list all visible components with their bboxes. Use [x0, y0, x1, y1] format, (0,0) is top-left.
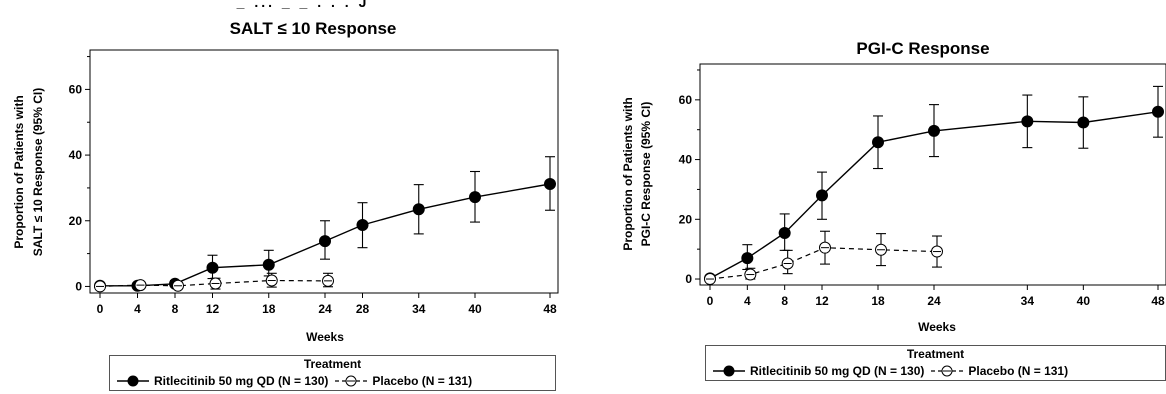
data-point: [816, 189, 828, 202]
y-axis-label-line2: SALT ≤ 10 Response (95% CI): [31, 88, 45, 256]
legend-marker-ritlecitinib: [713, 365, 745, 377]
data-point: [1021, 115, 1034, 128]
legend-salt: Treatment Ritlecitinib 50 mg QD (N = 130…: [109, 355, 556, 391]
data-point: [412, 203, 425, 216]
x-tick-label: 18: [262, 302, 276, 316]
legend-entries: Ritlecitinib 50 mg QD (N = 130) Placebo …: [712, 363, 1161, 379]
y-tick-label: 40: [69, 148, 83, 162]
legend-label-placebo: Placebo (N = 131): [968, 364, 1069, 378]
legend-label-ritlecitinib: Ritlecitinib 50 mg QD (N = 130): [154, 374, 329, 388]
x-tick-label: 28: [356, 302, 370, 316]
x-tick-label: 4: [744, 294, 751, 308]
data-point: [356, 219, 369, 232]
series-line: [709, 247, 938, 280]
legend-marker-placebo: [335, 375, 368, 387]
data-point: [741, 252, 754, 265]
y-tick-label: 0: [685, 272, 692, 286]
legend-title: Treatment: [303, 357, 362, 371]
chart-title: SALT ≤ 10 Response: [230, 19, 397, 38]
data-point: [1077, 116, 1090, 129]
plot-frame: [699, 63, 1166, 286]
y-axis-label-line2: PGI-C Response (95% CI): [639, 102, 653, 247]
x-tick-label: 12: [815, 294, 829, 308]
data-point: [319, 235, 331, 248]
legend-marker-ritlecitinib: [117, 375, 149, 387]
data-point: [206, 261, 219, 274]
data-point: [928, 124, 940, 137]
series-placebo: [94, 272, 334, 293]
x-tick-label: 4: [134, 302, 141, 316]
legend-label-ritlecitinib: Ritlecitinib 50 mg QD (N = 130): [750, 364, 925, 378]
x-tick-label: 40: [468, 302, 482, 316]
chart-title: PGI-C Response: [856, 39, 989, 58]
data-point: [1152, 105, 1164, 118]
x-tick-label: 24: [318, 302, 332, 316]
x-tick-label: 8: [781, 294, 788, 308]
y-tick-label: 0: [75, 279, 82, 293]
series-line: [99, 279, 329, 287]
series-ritlecitinib: [704, 85, 1164, 285]
x-axis-label: Weeks: [918, 320, 956, 334]
series-ritlecitinib: [94, 156, 556, 292]
y-axis-label-line1: Proportion of Patients with: [12, 95, 26, 248]
x-tick-label: 18: [871, 294, 885, 308]
series-placebo: [704, 230, 943, 286]
data-point: [262, 258, 275, 271]
y-axis-label-line1: Proportion of Patients with: [621, 97, 635, 250]
x-tick-label: 40: [1077, 294, 1091, 308]
x-tick-label: 48: [543, 302, 557, 316]
legend-entries: Ritlecitinib 50 mg QD (N = 130) Placebo …: [116, 373, 551, 389]
data-point: [544, 177, 556, 190]
y-tick-label: 40: [679, 153, 693, 167]
x-tick-label: 12: [206, 302, 220, 316]
plot-frame: [89, 49, 559, 294]
x-tick-label: 0: [97, 302, 104, 316]
y-tick-label: 60: [69, 82, 83, 96]
data-point: [469, 191, 481, 204]
y-tick-label: 20: [69, 214, 83, 228]
legend-label-placebo: Placebo (N = 131): [372, 374, 473, 388]
x-tick-label: 24: [927, 294, 941, 308]
legend-title: Treatment: [906, 347, 965, 361]
x-tick-label: 48: [1151, 294, 1165, 308]
x-tick-label: 8: [172, 302, 179, 316]
data-point: [872, 136, 884, 149]
data-point: [778, 227, 791, 240]
legend-marker-placebo: [931, 365, 964, 377]
x-tick-label: 34: [412, 302, 426, 316]
legend-pgic: Treatment Ritlecitinib 50 mg QD (N = 130…: [705, 345, 1166, 381]
x-axis-label: Weeks: [306, 330, 344, 344]
y-tick-label: 60: [679, 93, 693, 107]
x-tick-label: 34: [1021, 294, 1035, 308]
title-overflow-text: _ ... _ _ . . . J: [236, 0, 370, 10]
y-tick-label: 20: [679, 212, 693, 226]
x-tick-label: 0: [707, 294, 714, 308]
